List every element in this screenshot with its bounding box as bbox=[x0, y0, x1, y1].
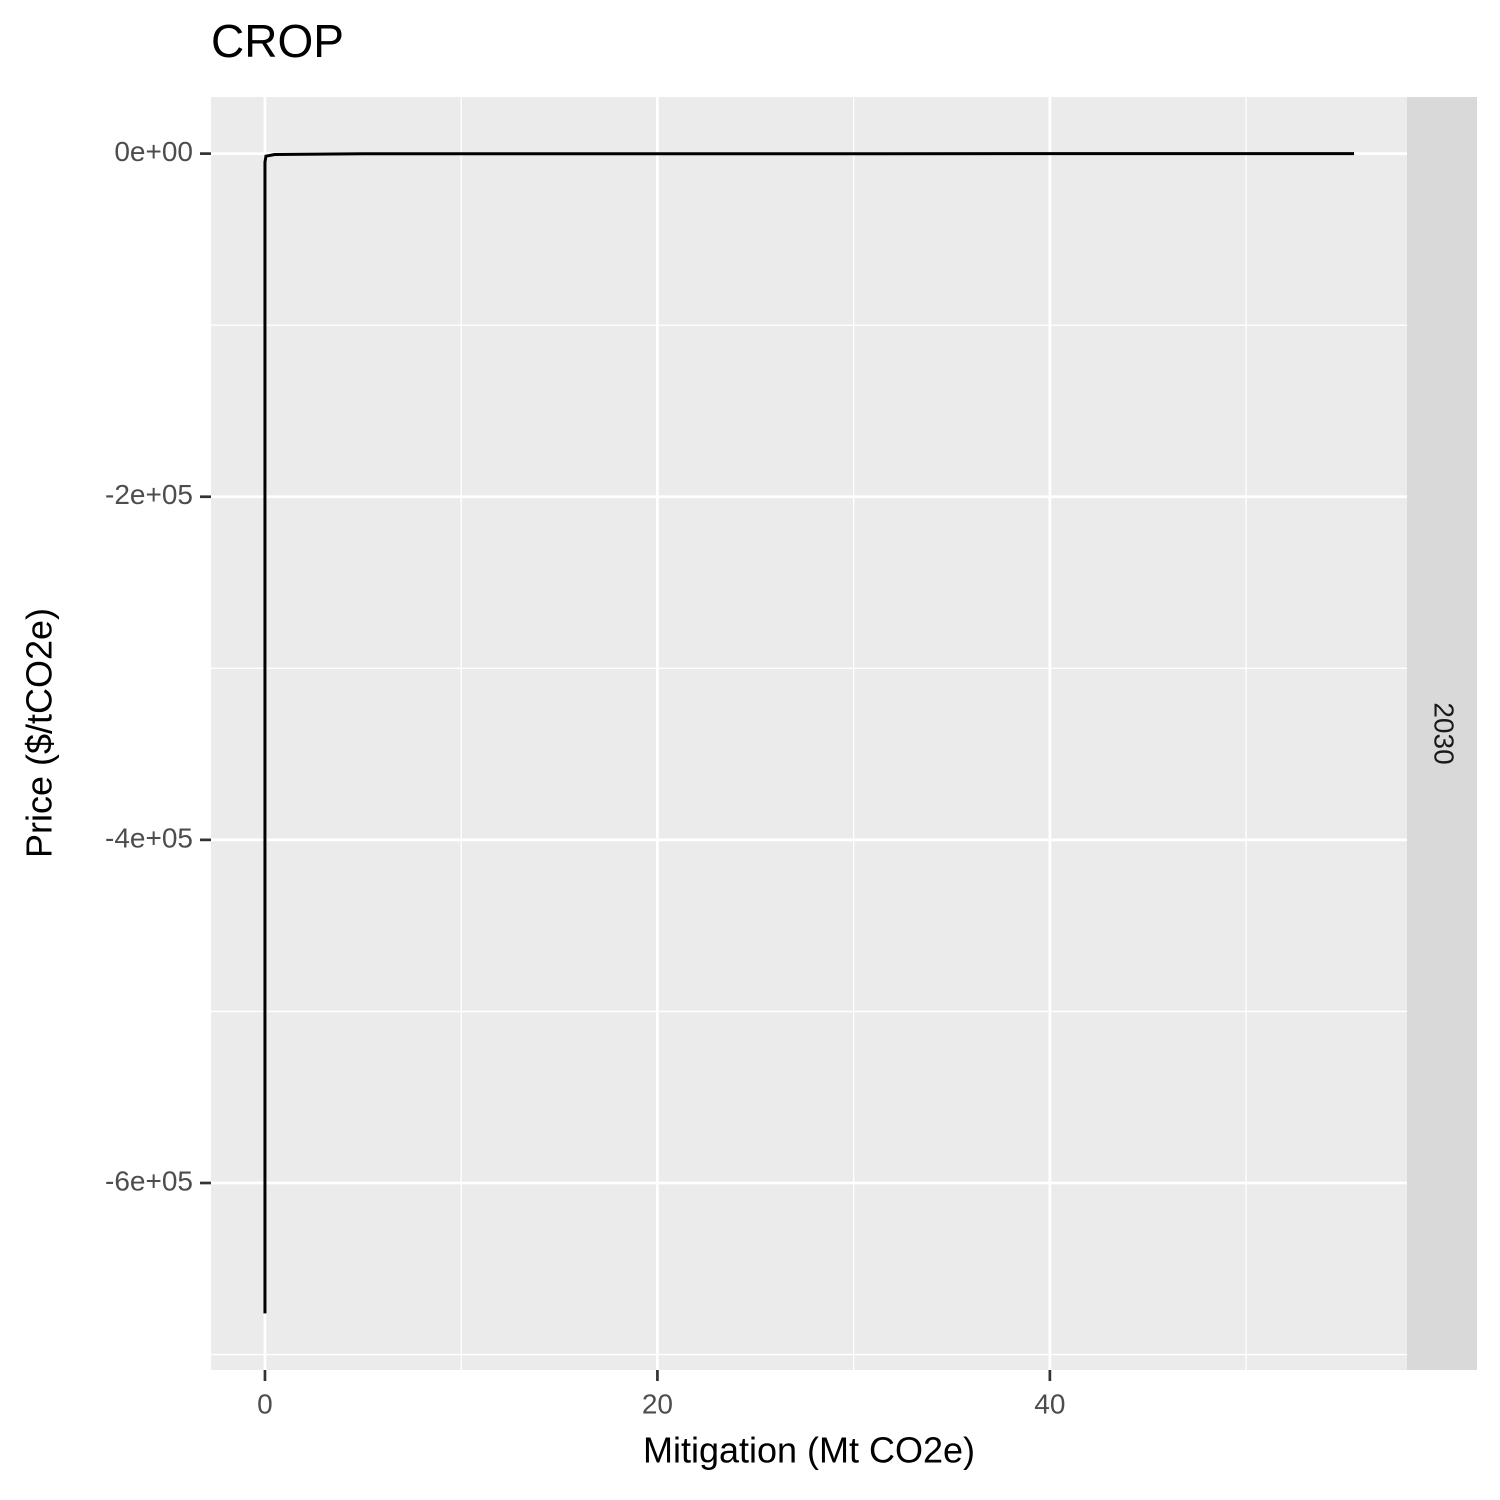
x-tick-label: 40 bbox=[1034, 1388, 1065, 1419]
data-line bbox=[263, 152, 1355, 1314]
chart-title: CROP bbox=[211, 15, 344, 67]
facet-strip bbox=[1407, 97, 1477, 1370]
y-axis-label: Price ($/tCO2e) bbox=[19, 608, 60, 858]
y-tick-label: 0e+00 bbox=[114, 136, 193, 167]
y-tick-label: -4e+05 bbox=[105, 822, 193, 853]
facet-label: 2030 bbox=[1429, 702, 1460, 764]
x-tick-label: 20 bbox=[642, 1388, 673, 1419]
panel bbox=[211, 97, 1407, 1370]
x-axis-label: Mitigation (Mt CO2e) bbox=[643, 1430, 975, 1471]
y-tick-label: -2e+05 bbox=[105, 479, 193, 510]
x-tick-label: 0 bbox=[257, 1388, 273, 1419]
y-tick-label: -6e+05 bbox=[105, 1165, 193, 1196]
